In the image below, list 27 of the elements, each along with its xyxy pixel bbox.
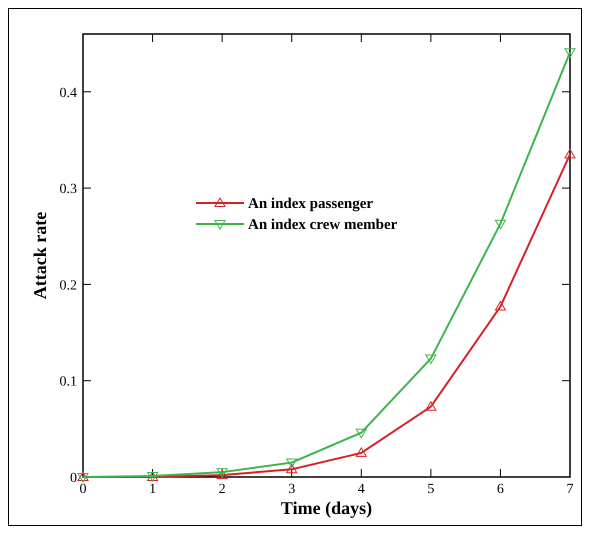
- point: [564, 148, 576, 158]
- point: [286, 458, 298, 468]
- y-tick-label: 0.3: [60, 182, 77, 198]
- y-tick-label: 0.4: [60, 86, 77, 101]
- point: [494, 301, 506, 311]
- point: [425, 401, 436, 411]
- legend-label: An index passenger: [248, 196, 374, 212]
- point: [494, 220, 506, 230]
- x-tick-label: 1: [149, 482, 156, 497]
- legend-label: An index crew member: [248, 217, 398, 233]
- point: [564, 48, 576, 58]
- x-tick-label: 3: [288, 482, 296, 497]
- point: [286, 464, 298, 474]
- x-tick-label: 0: [80, 482, 86, 497]
- x-tick-label: 6: [496, 482, 504, 497]
- y-tick-label: 0.1: [60, 374, 77, 390]
- x-tick-label: 5: [427, 482, 434, 497]
- x-tick-label: 7: [566, 482, 574, 497]
- x-tick-label: 2: [218, 482, 226, 497]
- y-tick-label: 0: [70, 471, 77, 486]
- point: [356, 428, 367, 438]
- x-axis-title: Time (days): [280, 498, 372, 518]
- x-tick-label: 4: [358, 482, 365, 497]
- point: [356, 447, 367, 457]
- y-axis-title: Attack rate: [30, 212, 50, 300]
- y-tick-label: 0.2: [60, 278, 77, 294]
- point: [425, 354, 436, 364]
